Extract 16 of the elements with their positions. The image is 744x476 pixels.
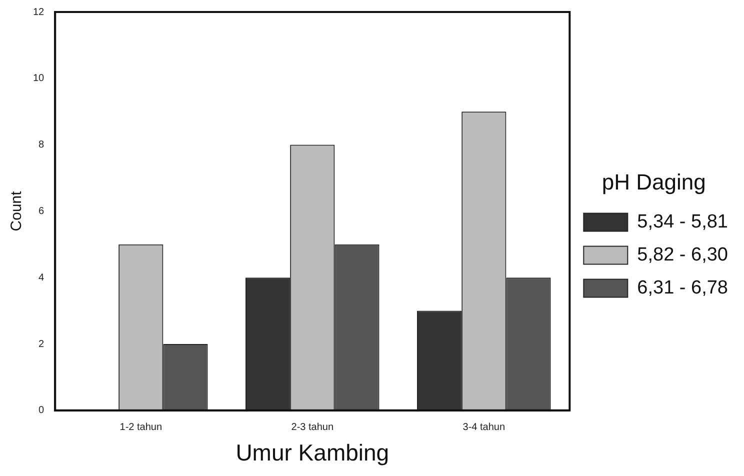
y-tick-label: 8 (38, 140, 45, 151)
y-axis-title: Count (8, 190, 26, 232)
y-tick-label: 12 (33, 6, 45, 18)
legend-title: pH Daging (602, 169, 706, 194)
x-axis-title: Umur Kambing (236, 440, 390, 466)
y-tick-label: 0 (38, 405, 45, 416)
y-tick-label: 2 (38, 338, 45, 350)
legend-label: 5,34 - 5,81 (637, 211, 728, 232)
legend-label: 5,82 - 6,30 (637, 244, 728, 266)
y-tick-label: 4 (38, 272, 45, 284)
y-tick-label: 10 (33, 73, 45, 84)
y-tick-label: 6 (38, 206, 45, 217)
x-tick-label: 3-4 tahun (462, 422, 506, 434)
legend-label: 6,31 - 6,78 (637, 277, 728, 298)
x-tick-label: 2-3 tahun (291, 422, 334, 434)
x-tick-label: 1-2 tahun (120, 422, 162, 434)
